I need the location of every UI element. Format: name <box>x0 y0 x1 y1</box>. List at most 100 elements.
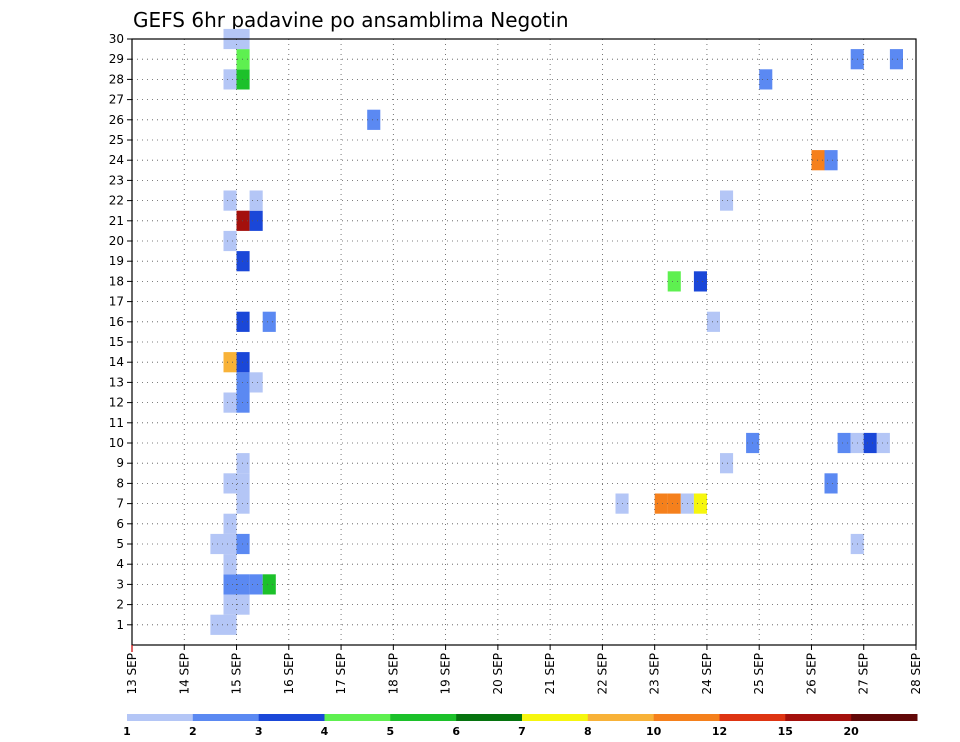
x-tick-label: 18 SEP <box>386 653 400 695</box>
precip-cell <box>223 614 237 635</box>
precip-cell <box>759 69 773 90</box>
precip-cell <box>236 210 250 231</box>
precip-cell <box>223 594 237 615</box>
precip-cell <box>236 49 250 70</box>
y-tick-label: 22 <box>109 194 124 208</box>
precip-cell <box>223 392 237 413</box>
precip-cell <box>223 190 237 211</box>
legend-label: 20 <box>844 725 860 738</box>
precip-cell <box>223 473 237 494</box>
legend-label: 8 <box>584 725 592 738</box>
precip-cell <box>249 190 263 211</box>
y-tick-label: 12 <box>109 396 124 410</box>
precip-cell <box>693 271 707 292</box>
legend-label: 10 <box>646 725 662 738</box>
x-tick-label: 24 SEP <box>700 653 714 695</box>
precip-cell <box>210 533 224 555</box>
y-tick-label: 29 <box>109 52 124 66</box>
precip-cell <box>236 311 250 332</box>
y-axis: 1234567891011121314151617181920212223242… <box>109 32 132 632</box>
precip-cell <box>720 453 734 474</box>
precip-cell <box>236 251 250 272</box>
y-tick-label: 17 <box>109 295 124 309</box>
precip-cell <box>654 493 668 514</box>
precip-cell <box>236 69 250 90</box>
precip-cell <box>249 210 263 231</box>
precip-cell <box>223 533 237 555</box>
y-tick-label: 9 <box>116 456 124 470</box>
precip-cell <box>223 574 237 595</box>
precip-cell <box>262 311 276 332</box>
legend-swatch <box>785 714 852 721</box>
precip-cell <box>236 453 250 474</box>
precip-cell <box>223 513 237 534</box>
legend-swatch <box>390 714 457 721</box>
precip-cell <box>693 493 707 514</box>
y-tick-label: 27 <box>109 93 124 107</box>
x-tick-label: 26 SEP <box>804 653 818 695</box>
y-tick-label: 8 <box>116 476 124 490</box>
precip-cell <box>223 352 237 373</box>
precip-cell <box>824 473 838 494</box>
legend-label: 2 <box>189 725 197 738</box>
precip-cell <box>249 372 263 393</box>
precipitation-cells <box>210 28 903 635</box>
legend-label: 15 <box>778 725 793 738</box>
y-tick-label: 16 <box>109 315 124 329</box>
y-tick-label: 7 <box>116 497 124 511</box>
y-tick-label: 13 <box>109 375 124 389</box>
precip-cell <box>223 230 237 252</box>
precip-cell <box>236 533 250 555</box>
precip-cell <box>236 392 250 413</box>
x-axis: 13 SEP 14 SEP 15 SEP 16 SEP 17 SEP 18 SEP 19 S… <box>125 645 923 695</box>
y-tick-label: 23 <box>109 173 124 187</box>
x-tick-label: 13 SEP <box>125 653 139 695</box>
x-tick-label: 22 SEP <box>595 653 609 695</box>
y-tick-label: 28 <box>109 72 124 86</box>
x-tick-label: 21 SEP <box>543 653 557 695</box>
grid-lines <box>131 38 917 645</box>
precip-cell <box>863 432 877 454</box>
precip-cell <box>667 271 681 292</box>
x-tick-label: 28 SEP <box>909 653 923 695</box>
y-tick-label: 10 <box>109 436 124 450</box>
x-tick-label: 23 SEP <box>648 653 662 695</box>
precip-cell <box>236 352 250 373</box>
y-tick-label: 15 <box>109 335 124 349</box>
precip-cell <box>889 49 903 70</box>
y-tick-label: 3 <box>116 577 124 591</box>
legend-swatch <box>127 714 194 721</box>
precip-cell <box>223 554 237 575</box>
precip-cell <box>706 311 720 332</box>
precip-cell <box>236 493 250 514</box>
precip-cell <box>837 432 851 454</box>
legend-swatch <box>522 714 589 721</box>
legend-swatch <box>324 714 391 721</box>
y-tick-label: 24 <box>109 153 124 167</box>
legend-swatch <box>653 714 720 721</box>
precip-cell <box>223 69 237 90</box>
precip-cell <box>811 150 825 171</box>
chart-title: GEFS 6hr padavine po ansamblima Negotin <box>133 8 569 32</box>
x-tick-label: 14 SEP <box>177 653 191 695</box>
precip-cell <box>210 614 224 635</box>
precip-cell <box>824 150 838 171</box>
legend-swatch <box>456 714 523 721</box>
y-tick-label: 20 <box>109 234 124 248</box>
x-tick-label: 15 SEP <box>230 653 244 695</box>
x-tick-label: 20 SEP <box>491 653 505 695</box>
legend-label: 7 <box>518 725 526 738</box>
legend-swatch <box>587 714 655 721</box>
y-tick-label: 18 <box>109 274 124 288</box>
legend-label: 4 <box>321 725 329 738</box>
legend-label: 1 <box>123 725 131 738</box>
y-tick-label: 1 <box>116 618 124 632</box>
precip-cell <box>667 493 681 514</box>
x-tick-label: 25 SEP <box>752 653 766 695</box>
precip-cell <box>236 372 250 393</box>
precip-cell <box>249 574 263 595</box>
y-tick-label: 19 <box>109 254 124 268</box>
precip-cell <box>720 190 734 211</box>
color-legend: 1 2 3 4 5 6 7 8 10 12 15 20 <box>123 714 918 738</box>
